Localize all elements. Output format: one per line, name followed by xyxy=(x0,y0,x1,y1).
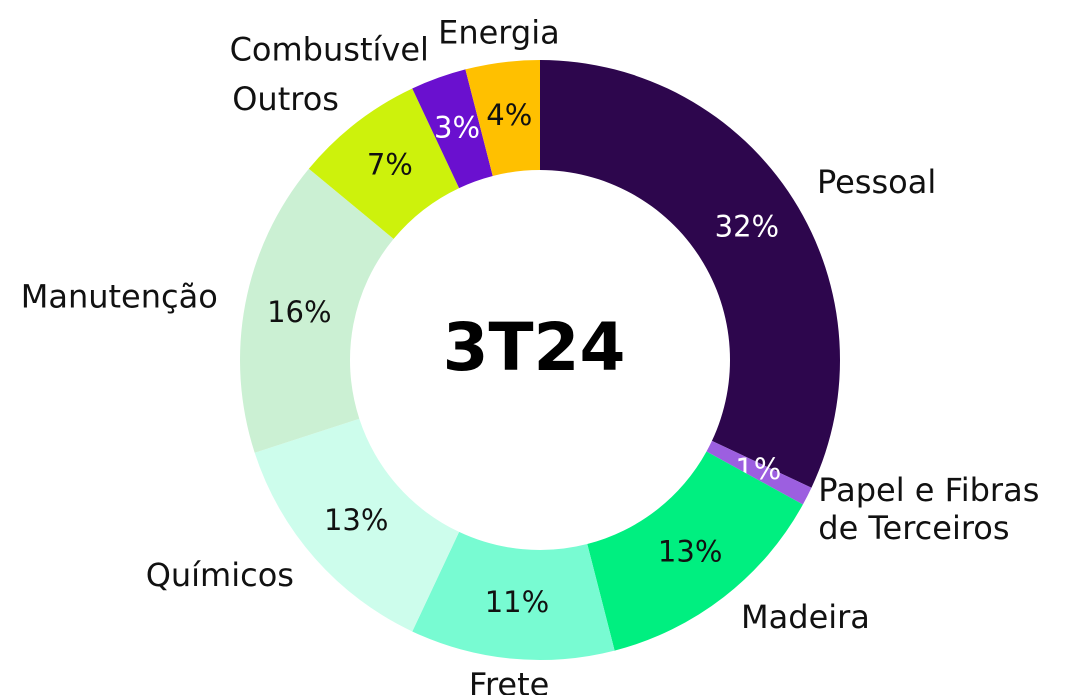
donut-slice xyxy=(587,451,803,651)
data-label: 7% xyxy=(367,147,413,181)
donut-slice xyxy=(412,531,615,661)
category-label: Energia xyxy=(438,14,560,52)
category-label: Outros xyxy=(232,80,339,118)
donut-slice xyxy=(239,168,394,453)
category-label: Frete xyxy=(469,666,549,695)
category-label-box: Papel e Fibras de Terceiros xyxy=(818,470,1040,547)
donut-slice xyxy=(465,60,540,176)
donut-slice xyxy=(540,60,840,488)
category-label: Combustível xyxy=(230,30,429,68)
donut-slice xyxy=(706,440,812,505)
data-label: 4% xyxy=(486,98,532,132)
category-label: Madeira xyxy=(741,598,870,636)
data-label: 3% xyxy=(434,110,480,144)
category-label: Papel e Fibras de Terceiros xyxy=(818,470,1040,547)
data-label: 13% xyxy=(324,503,388,537)
donut-slice xyxy=(412,69,493,189)
data-label: 13% xyxy=(658,535,722,569)
category-label: Pessoal xyxy=(817,163,936,201)
chart-title: 3T24 xyxy=(443,309,626,386)
data-label: 16% xyxy=(267,295,331,329)
donut-slice xyxy=(254,418,460,632)
donut-slice xyxy=(308,88,460,239)
category-label: Manutenção xyxy=(21,278,218,316)
data-label: 11% xyxy=(485,585,549,619)
category-label: Químicos xyxy=(146,556,294,594)
data-label: 32% xyxy=(715,210,779,244)
